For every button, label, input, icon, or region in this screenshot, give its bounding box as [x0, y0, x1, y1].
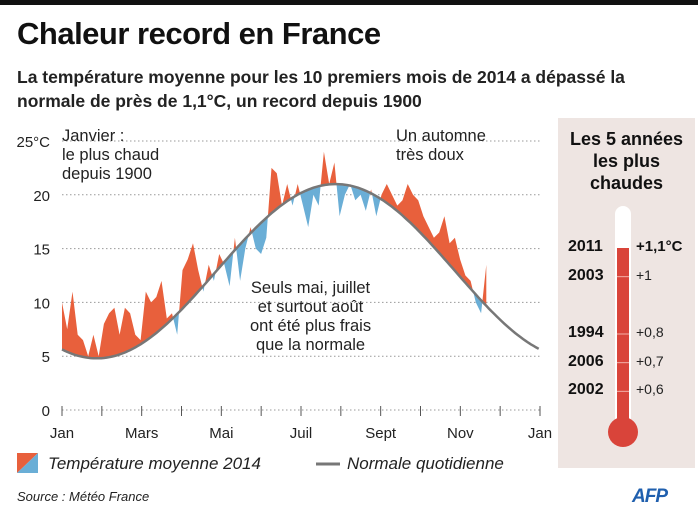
x-tick-label: Nov: [447, 425, 474, 442]
x-tick-label: Jan: [528, 425, 552, 442]
thermometer-anomaly: +1: [636, 266, 652, 283]
page-title: Chaleur record en France: [17, 16, 381, 51]
y-tick-label: 0: [42, 403, 50, 420]
annotation-january: Janvier : le plus chaud depuis 1900: [62, 127, 160, 183]
legend-normal: Normale quotidienne: [347, 454, 504, 473]
legend-actual: Température moyenne 2014: [48, 454, 261, 473]
top-bar: [0, 0, 698, 5]
thermometer-fill: [617, 248, 629, 430]
x-tick-label: Jan: [50, 425, 74, 442]
thermometer-anomaly: +1,1°C: [636, 238, 683, 255]
thermometer-year: 2002: [568, 381, 604, 399]
thermometer-anomaly: +0,6: [636, 381, 664, 398]
x-tick-label: Mars: [125, 425, 158, 442]
thermometer-title: Les 5 années les plus chaudes: [569, 129, 684, 193]
normal-curve: [61, 182, 540, 360]
y-tick-label: 20: [33, 188, 50, 205]
thermometer-year: 2003: [568, 266, 604, 284]
afp-logo: AFP: [632, 486, 668, 507]
x-tick-label: Juil: [290, 425, 313, 442]
y-tick-label: 15: [33, 242, 50, 259]
y-tick-label: 10: [33, 295, 50, 312]
thermometer-bulb: [608, 417, 638, 447]
area-above-normal: [62, 151, 487, 359]
y-tick-label: 5: [42, 349, 50, 366]
thermometer-year: 1994: [568, 324, 604, 341]
thermometer-year: 2011: [568, 238, 603, 255]
thermometer-year: 2006: [568, 352, 604, 370]
x-tick-label: Sept: [365, 425, 397, 442]
y-tick-label: 25°C: [16, 134, 50, 151]
thermometer-anomaly: +0,8: [636, 324, 664, 340]
annotation-autumn: Un automne très doux: [396, 127, 486, 164]
subtitle: La température moyenne pour les 10 premi…: [17, 67, 625, 111]
annotation-summer: Seuls mai, juillet et surtout août ont é…: [250, 279, 372, 354]
thermometer-anomaly: +0,7: [636, 352, 664, 369]
x-tick-label: Mai: [209, 425, 233, 442]
source: Source : Météo France: [17, 489, 150, 504]
